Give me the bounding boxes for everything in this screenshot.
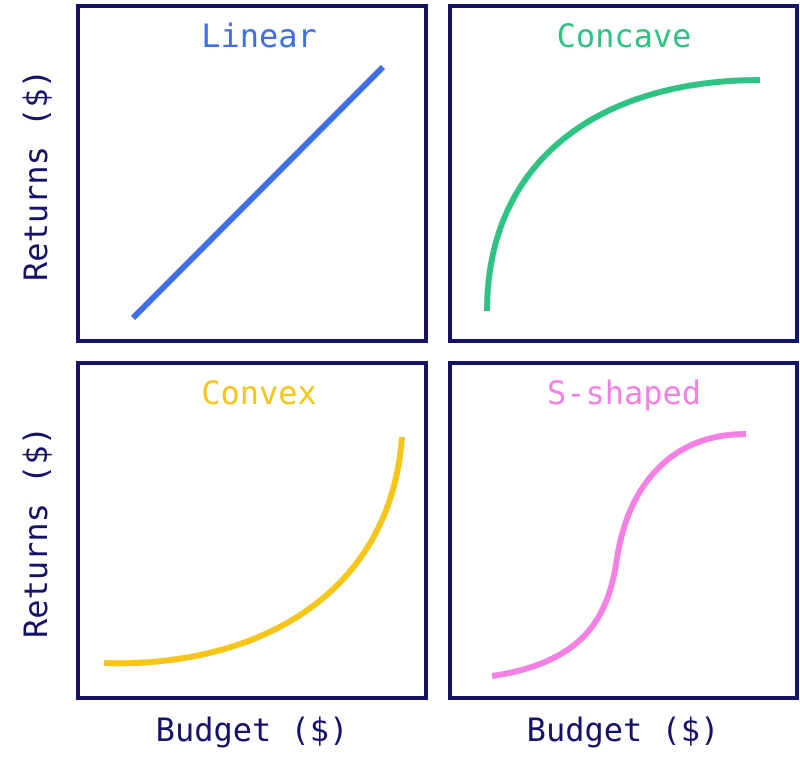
s-shaped-curve bbox=[491, 431, 747, 679]
x-axis-label: Budget ($) bbox=[527, 711, 720, 749]
x-axis-label: Budget ($) bbox=[156, 711, 349, 749]
panel-title: Convex bbox=[201, 374, 317, 412]
panel-title: S-shaped bbox=[547, 374, 701, 412]
panel-concave bbox=[448, 4, 799, 343]
linear-curve bbox=[130, 64, 386, 321]
panel-title: Linear bbox=[201, 17, 317, 55]
y-axis-label: Returns ($) bbox=[17, 69, 55, 281]
concave-curve bbox=[484, 77, 761, 312]
y-axis-label: Returns ($) bbox=[17, 426, 55, 638]
panel-linear bbox=[76, 4, 428, 343]
panel-title: Concave bbox=[557, 17, 692, 55]
convex-curve bbox=[103, 436, 405, 667]
